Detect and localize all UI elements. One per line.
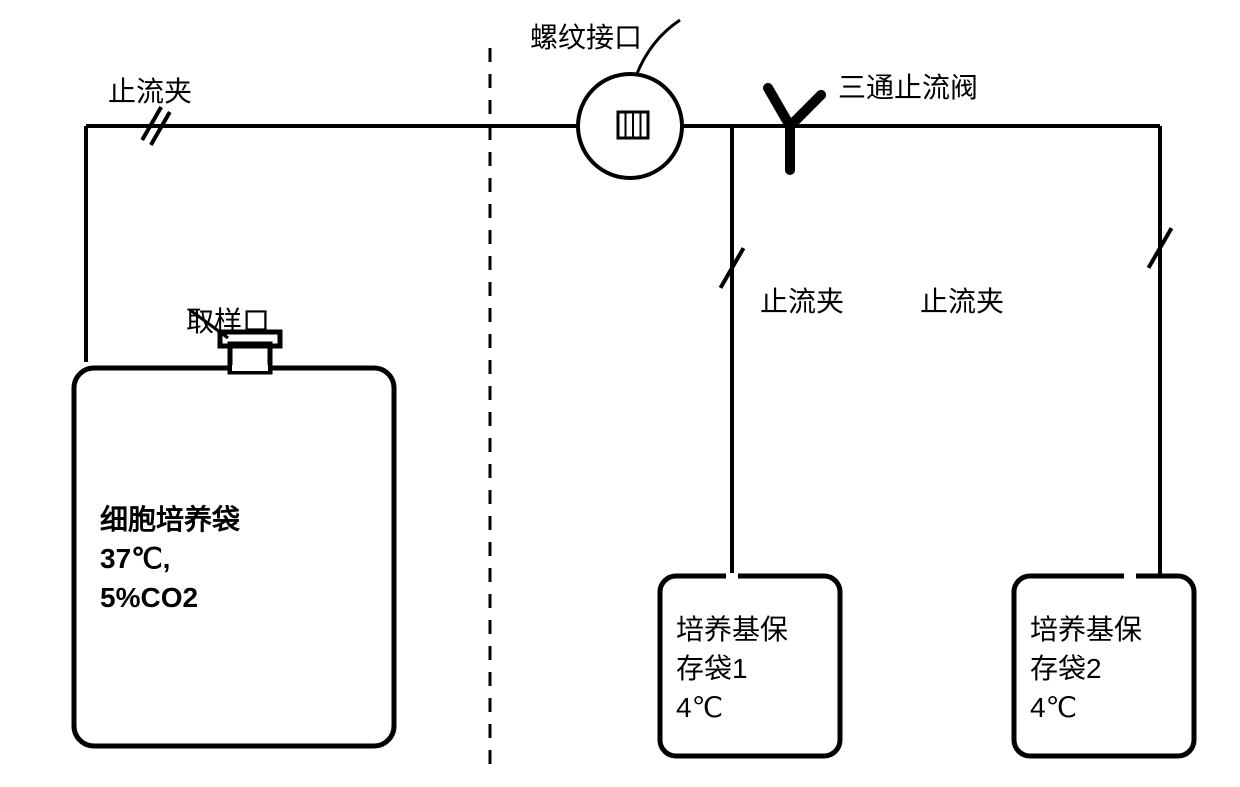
media-bag1-line1: 培养基保 [676, 610, 788, 649]
media-bag2-line2: 存袋2 [1030, 649, 1142, 688]
cell-bag-line3: 5%CO2 [100, 578, 240, 617]
cell-bag-label: 细胞培养袋 37℃, 5%CO2 [100, 500, 240, 618]
cell-bag-line1: 细胞培养袋 [100, 500, 240, 539]
screw-interface-label: 螺纹接口 [530, 16, 642, 56]
stop-clamp-mid-label: 止流夹 [760, 280, 844, 320]
media-bag2-line3: 4℃ [1030, 688, 1142, 727]
media-bag1-line3: 4℃ [676, 688, 788, 727]
media-bag2-line1: 培养基保 [1030, 610, 1142, 649]
media-bag1-line2: 存袋1 [676, 649, 788, 688]
cell-bag-line2: 37℃, [100, 539, 240, 578]
stop-clamp-right-label: 止流夹 [920, 280, 1004, 320]
three-way-valve-label: 三通止流阀 [838, 66, 978, 106]
media-bag2-label: 培养基保 存袋2 4℃ [1030, 610, 1142, 728]
sampling-port-label: 取样口 [186, 300, 270, 340]
media-bag1-label: 培养基保 存袋1 4℃ [676, 610, 788, 728]
stop-clamp-top-left-label: 止流夹 [108, 70, 192, 110]
